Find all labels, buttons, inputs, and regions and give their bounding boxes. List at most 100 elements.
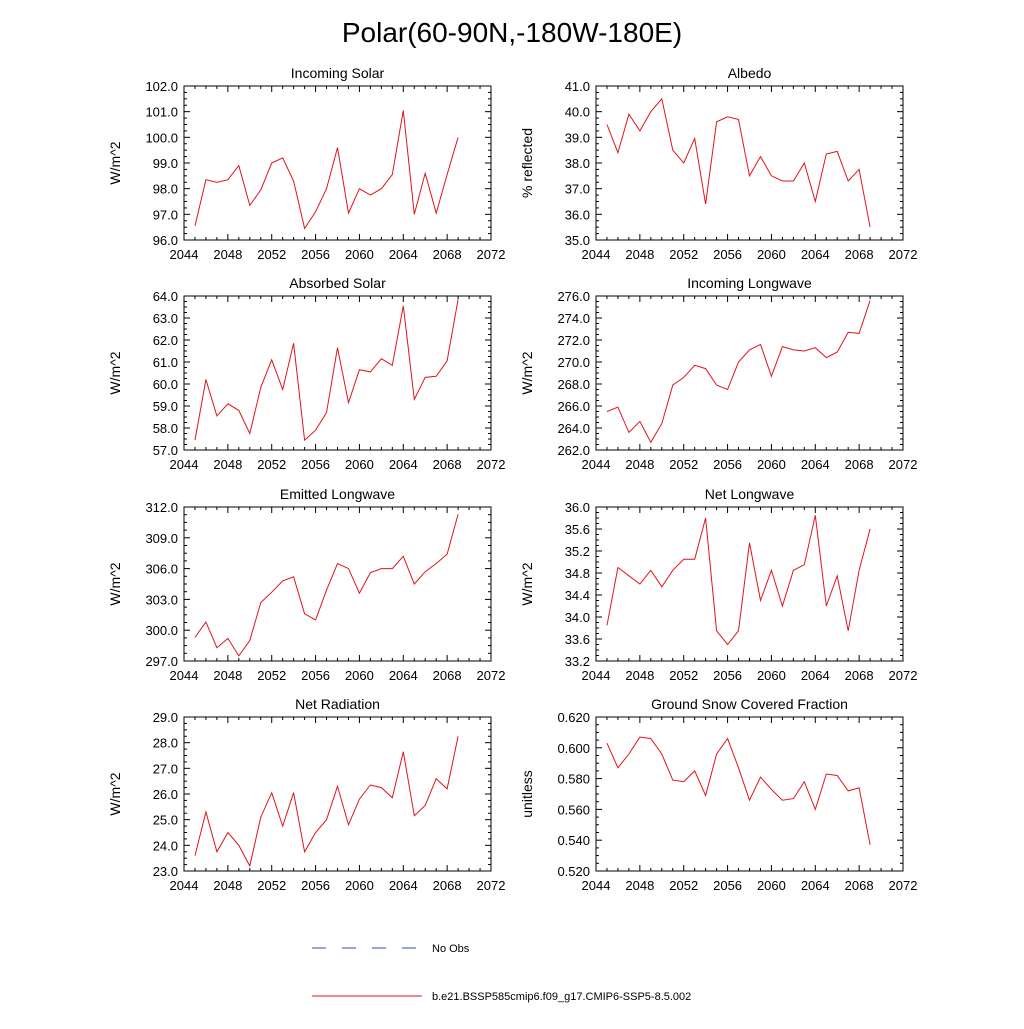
y-tick-label: 37.0 bbox=[565, 182, 590, 197]
panel-title: Ground Snow Covered Fraction bbox=[651, 696, 848, 712]
x-tick-label: 2064 bbox=[389, 457, 418, 472]
x-tick-label: 2068 bbox=[845, 668, 874, 683]
x-tick-label: 2068 bbox=[433, 457, 462, 472]
y-tick-label: 24.0 bbox=[153, 838, 178, 853]
y-tick-label: 36.0 bbox=[565, 500, 590, 515]
x-tick-label: 2052 bbox=[669, 457, 698, 472]
x-tick-label: 2072 bbox=[477, 247, 506, 262]
panel-title: Albedo bbox=[728, 65, 772, 81]
y-tick-label: 276.0 bbox=[557, 289, 590, 304]
x-tick-label: 2072 bbox=[889, 457, 918, 472]
x-tick-label: 2056 bbox=[301, 457, 330, 472]
x-tick-label: 2044 bbox=[582, 457, 611, 472]
y-tick-label: 312.0 bbox=[145, 500, 178, 515]
x-tick-label: 2056 bbox=[301, 668, 330, 683]
panel-3: Absorbed Solar W/m^2 2044 2048 2052 2056 2060 2… bbox=[107, 275, 505, 472]
x-tick-label: 2068 bbox=[433, 668, 462, 683]
y-tick-label: 297.0 bbox=[145, 654, 178, 669]
y-tick-label: 0.560 bbox=[557, 802, 590, 817]
y-tick-label: 41.0 bbox=[565, 79, 590, 94]
plot-frame bbox=[595, 295, 904, 451]
y-tick-label: 96.0 bbox=[153, 233, 178, 248]
x-tick-label: 2056 bbox=[713, 457, 742, 472]
y-tick-label: 309.0 bbox=[145, 531, 178, 546]
y-tick-label: 34.0 bbox=[565, 610, 590, 625]
legend-obs-label: No Obs bbox=[432, 943, 470, 955]
y-tick-label: 27.0 bbox=[153, 761, 178, 776]
plot-frame bbox=[595, 85, 904, 241]
x-tick-label: 2064 bbox=[389, 247, 418, 262]
y-axis-label: W/m^2 bbox=[519, 351, 535, 394]
panel-title: Incoming Longwave bbox=[687, 275, 812, 291]
x-tick-label: 2056 bbox=[301, 878, 330, 893]
panel-2: Albedo % reflected 2044 2048 2052 2056 2060 206… bbox=[519, 65, 917, 262]
y-tick-label: 59.0 bbox=[153, 399, 178, 414]
y-axis-label: W/m^2 bbox=[107, 772, 123, 815]
y-tick-label: 102.0 bbox=[145, 79, 178, 94]
x-tick-label: 2068 bbox=[845, 247, 874, 262]
x-tick-label: 2060 bbox=[345, 457, 374, 472]
x-tick-label: 2064 bbox=[801, 457, 830, 472]
panel-4: Incoming Longwave W/m^2 2044 2048 2052 2056 20… bbox=[519, 275, 917, 472]
y-tick-label: 23.0 bbox=[153, 864, 178, 879]
x-tick-label: 2060 bbox=[345, 668, 374, 683]
x-tick-label: 2052 bbox=[669, 668, 698, 683]
y-tick-label: 262.0 bbox=[557, 443, 590, 458]
x-tick-label: 2052 bbox=[257, 457, 286, 472]
y-tick-label: 0.520 bbox=[557, 864, 590, 879]
y-tick-label: 26.0 bbox=[153, 787, 178, 802]
x-tick-label: 2044 bbox=[170, 878, 199, 893]
x-tick-label: 2044 bbox=[170, 247, 199, 262]
x-tick-label: 2052 bbox=[257, 247, 286, 262]
y-tick-label: 35.6 bbox=[565, 522, 590, 537]
y-tick-label: 300.0 bbox=[145, 623, 178, 638]
y-tick-label: 38.0 bbox=[565, 156, 590, 171]
figure-title: Polar(60-90N,-180W-180E) bbox=[342, 17, 682, 48]
x-tick-label: 2048 bbox=[213, 247, 242, 262]
panel-5: Emitted Longwave W/m^2 2044 2048 2052 2056 206… bbox=[107, 486, 505, 683]
x-tick-label: 2048 bbox=[625, 457, 654, 472]
x-tick-label: 2044 bbox=[582, 878, 611, 893]
y-axis-label: W/m^2 bbox=[107, 351, 123, 394]
x-tick-label: 2056 bbox=[713, 247, 742, 262]
x-tick-label: 2060 bbox=[757, 457, 786, 472]
x-tick-label: 2072 bbox=[889, 878, 918, 893]
x-tick-label: 2044 bbox=[170, 457, 199, 472]
x-tick-label: 2068 bbox=[845, 878, 874, 893]
y-tick-label: 34.8 bbox=[565, 566, 590, 581]
y-axis-label: W/m^2 bbox=[107, 141, 123, 184]
y-tick-label: 0.620 bbox=[557, 710, 590, 725]
y-tick-label: 270.0 bbox=[557, 355, 590, 370]
x-tick-label: 2044 bbox=[582, 668, 611, 683]
x-tick-label: 2068 bbox=[845, 457, 874, 472]
y-tick-label: 40.0 bbox=[565, 105, 590, 120]
x-tick-label: 2048 bbox=[625, 668, 654, 683]
x-tick-label: 2068 bbox=[433, 247, 462, 262]
y-tick-label: 272.0 bbox=[557, 333, 590, 348]
x-tick-label: 2048 bbox=[625, 878, 654, 893]
series-line bbox=[194, 299, 459, 442]
y-tick-label: 99.0 bbox=[153, 156, 178, 171]
x-tick-label: 2072 bbox=[477, 668, 506, 683]
y-tick-label: 25.0 bbox=[153, 813, 178, 828]
panel-7: Net Radiation W/m^2 2044 2048 2052 2056 2060 20… bbox=[107, 696, 505, 893]
plot-frame bbox=[595, 716, 904, 872]
x-tick-label: 2064 bbox=[801, 247, 830, 262]
x-tick-label: 2064 bbox=[801, 668, 830, 683]
x-tick-label: 2072 bbox=[477, 457, 506, 472]
series-line bbox=[606, 736, 871, 845]
panel-title: Net Radiation bbox=[295, 696, 380, 712]
x-tick-label: 2048 bbox=[213, 457, 242, 472]
x-tick-label: 2052 bbox=[257, 878, 286, 893]
panel-6: Net Longwave W/m^2 2044 2048 2052 2056 2060 206… bbox=[519, 486, 917, 683]
y-tick-label: 98.0 bbox=[153, 182, 178, 197]
plot-frame bbox=[183, 506, 492, 662]
y-tick-label: 97.0 bbox=[153, 207, 178, 222]
y-axis-label: W/m^2 bbox=[519, 562, 535, 605]
y-axis-label: W/m^2 bbox=[107, 562, 123, 605]
panel-title: Net Longwave bbox=[705, 486, 795, 502]
y-tick-label: 33.2 bbox=[565, 654, 590, 669]
x-tick-label: 2060 bbox=[757, 247, 786, 262]
